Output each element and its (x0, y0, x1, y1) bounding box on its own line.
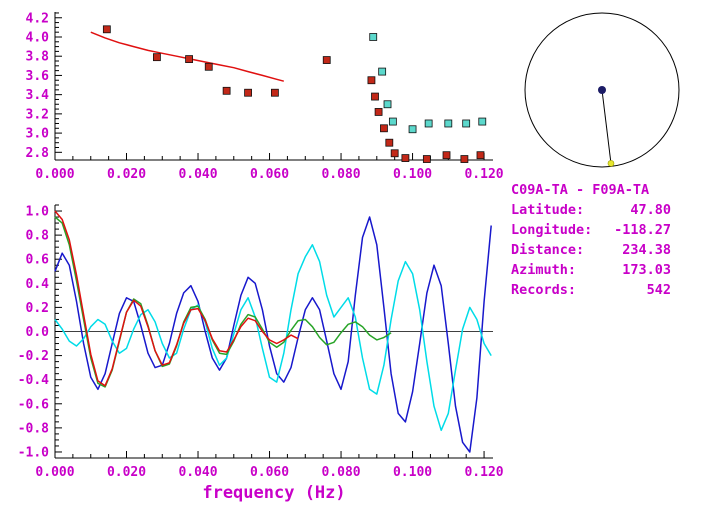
dispersion-picks-cyan-marker[interactable] (478, 117, 487, 126)
dispersion-picks-red-marker[interactable] (442, 151, 451, 160)
station-info-rows: Latitude: 47.80 Longitude: -118.27 Distance:… (511, 200, 671, 300)
x-tick-label: 0.100 (393, 465, 432, 480)
waveform-cyan (54, 244, 492, 432)
dispersion-picks-cyan-marker[interactable] (444, 119, 453, 128)
info-value: 47.80 (630, 202, 671, 218)
y-tick-label: 0.4 (26, 277, 50, 292)
dispersion-picks-red-marker[interactable] (204, 62, 213, 71)
dispersion-picks-red-marker[interactable] (102, 25, 111, 34)
info-row: Azimuth: 173.03 (511, 260, 671, 280)
dispersion-picks-red-marker[interactable] (244, 88, 252, 97)
y-tick-label: 4.2 (26, 11, 49, 26)
y-tick-label: 0.6 (26, 253, 50, 268)
waveform-red (54, 210, 299, 387)
dispersion-picks-cyan-marker[interactable] (383, 100, 392, 109)
azimuth-line (601, 89, 612, 164)
dispersion-picks-red-marker[interactable] (371, 92, 379, 101)
azimuth-dial (524, 12, 680, 168)
info-label: Latitude: (511, 202, 585, 218)
dispersion-picks-red-marker[interactable] (390, 149, 399, 158)
info-row: Records: 542 (511, 280, 671, 300)
dispersion-picks-red-marker[interactable] (476, 151, 485, 160)
y-tick-label: 4.0 (26, 30, 50, 45)
station-info-panel: C09A-TA - F09A-TA Latitude: 47.80 Longitud… (511, 180, 671, 300)
info-value: 234.38 (622, 242, 671, 258)
y-tick-label: -0.4 (18, 373, 49, 388)
dispersion-picks-red-marker[interactable] (185, 55, 193, 63)
x-tick-label: 0.040 (178, 465, 217, 480)
y-tick-label: 3.8 (26, 50, 50, 65)
y-tick-label: 0.2 (26, 301, 49, 316)
x-axis-label: frequency (Hz) (202, 483, 345, 503)
info-value: -118.27 (614, 222, 671, 238)
x-tick-label: 0.120 (464, 167, 503, 182)
x-tick-label: 0.020 (107, 465, 146, 480)
x-tick-label: 0.120 (464, 465, 503, 480)
dispersion-picks-cyan-marker[interactable] (378, 67, 387, 76)
dispersion-picks-cyan-marker[interactable] (462, 119, 471, 128)
dispersion-picks-red-marker[interactable] (401, 154, 410, 162)
info-label: Longitude: (511, 222, 593, 238)
y-tick-label: -0.6 (18, 397, 49, 412)
dispersion-velocity-chart[interactable]: 0.000 0.020 0.040 0.060 0.080 0.100 0.120 2.8 3.… (0, 0, 505, 195)
dispersion-picks-red-marker[interactable] (460, 155, 469, 163)
dispersion-picks-cyan-marker[interactable] (408, 125, 417, 134)
dispersion-picks-red-marker[interactable] (380, 124, 388, 133)
dispersion-picks-cyan-marker[interactable] (424, 119, 433, 128)
info-row: Latitude: 47.80 (511, 200, 671, 220)
x-tick-label: 0.060 (250, 167, 289, 182)
y-tick-label: -0.2 (18, 349, 49, 364)
x-tick-label: 0.020 (107, 167, 146, 182)
y-tick-label: 3.2 (26, 107, 49, 122)
info-label: Distance: (511, 242, 585, 258)
waveform-blue (54, 216, 492, 453)
x-tick-label: 0.000 (35, 465, 74, 480)
x-tick-label: 0.080 (321, 167, 360, 182)
x-tick-label: 0.000 (35, 167, 74, 182)
dispersion-picks-cyan-marker[interactable] (369, 33, 378, 41)
info-label: Records: (511, 282, 577, 298)
y-tick-label: 3.6 (26, 69, 50, 84)
dispersion-picks-cyan-marker[interactable] (388, 117, 397, 126)
info-value: 173.03 (622, 262, 671, 278)
y-tick-label: -0.8 (18, 421, 49, 436)
dispersion-picks-red-marker[interactable] (385, 138, 394, 147)
y-tick-label: 2.8 (26, 146, 50, 161)
reference-station-dot (598, 86, 606, 94)
info-row: Longitude: -118.27 (511, 220, 671, 240)
y-tick-label: 0.8 (26, 229, 50, 244)
info-label: Azimuth: (511, 262, 577, 278)
waveform-spectra-chart[interactable]: 0.000 0.020 0.040 0.060 0.080 0.100 0.120 -1.0 -… (0, 195, 505, 519)
info-value: 542 (646, 282, 671, 298)
dispersion-picks-red-marker[interactable] (422, 155, 431, 163)
x-tick-label: 0.060 (250, 465, 289, 480)
y-tick-label: 3.4 (26, 88, 50, 103)
info-row: Distance: 234.38 (511, 240, 671, 260)
y-tick-label: -1.0 (18, 445, 49, 460)
x-tick-label: 0.100 (393, 167, 432, 182)
x-tick-label: 0.080 (321, 465, 360, 480)
dispersion-picks-red-marker[interactable] (153, 53, 161, 62)
dispersion-picks-red-marker[interactable] (270, 88, 279, 97)
x-tick-label: 0.040 (178, 167, 217, 182)
dial-circle (524, 12, 680, 168)
dispersion-picks-red-marker[interactable] (322, 56, 331, 64)
y-tick-label: 3.0 (26, 127, 50, 142)
dispersion-picks-red-marker[interactable] (374, 108, 383, 116)
azimuth-station-dot (607, 160, 615, 167)
y-tick-label: 0.0 (26, 325, 50, 340)
y-tick-label: 1.0 (26, 205, 50, 220)
station-pair-title: C09A-TA - F09A-TA (511, 182, 650, 198)
dispersion-picks-red-marker[interactable] (367, 76, 376, 85)
dispersion-picks-red-marker[interactable] (222, 86, 231, 95)
